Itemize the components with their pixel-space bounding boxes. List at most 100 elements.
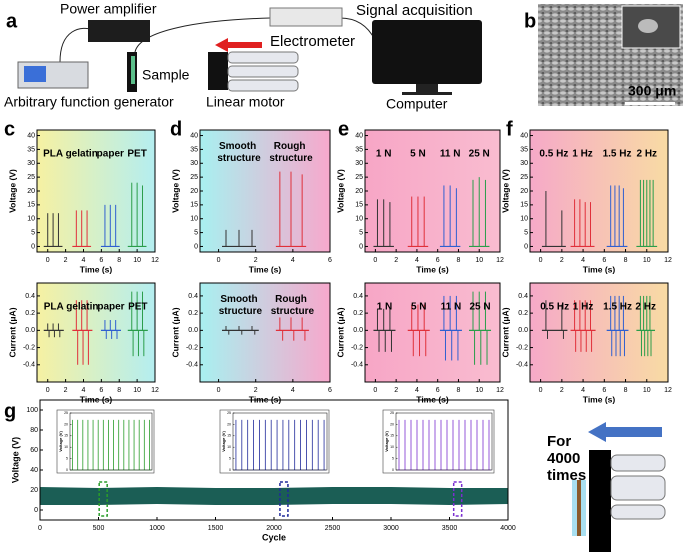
x-tick-label: 8 xyxy=(457,387,461,394)
x-tick-label: 0 xyxy=(46,257,50,264)
plot-background xyxy=(200,130,330,252)
y-tick-label: 100 xyxy=(26,407,38,414)
motor-rod xyxy=(227,79,299,92)
y-tick-label: 0 xyxy=(194,243,198,250)
scale-label: 300 μm xyxy=(628,83,676,99)
electrometer xyxy=(269,7,343,27)
function-generator-screen xyxy=(24,66,46,82)
y-tick-label: 20 xyxy=(520,188,528,195)
x-tick-label: 6 xyxy=(328,257,332,264)
y-tick-label: 40 xyxy=(30,467,38,474)
y-axis-label: Voltage (V) xyxy=(10,437,20,483)
x-tick-label: 6 xyxy=(99,387,103,394)
x-axis-label: Time (s) xyxy=(249,394,282,404)
y-tick-label: 5 xyxy=(194,229,198,236)
chart: 0 5 10 15 20 25 30 35 40 0 2 4 6 Time (s) Voltage (V) S… xyxy=(170,129,332,274)
x-tick-label: 0 xyxy=(373,257,377,264)
y-tick-label: 15 xyxy=(390,434,394,438)
panel-label: d xyxy=(170,118,182,140)
panel-label: g xyxy=(4,400,16,422)
x-axis-label: Time (s) xyxy=(416,394,449,404)
y-tick-label: 5 xyxy=(31,229,35,236)
text-line: Rough xyxy=(275,294,309,305)
series-annotation: Smooth structure xyxy=(219,294,263,317)
x-tick-label: 2 xyxy=(394,387,398,394)
x-tick-label: 0 xyxy=(539,387,543,394)
sem-inset-feature xyxy=(638,19,658,33)
y-tick-label: 10 xyxy=(64,445,68,449)
x-tick-label: 4 xyxy=(581,257,585,264)
y-tick-label: 30 xyxy=(520,160,528,167)
label: Signal acquisition xyxy=(356,2,473,19)
x-tick-label: 12 xyxy=(664,387,672,394)
signal-band xyxy=(40,487,508,505)
x-tick-label: 8 xyxy=(624,257,628,264)
cable xyxy=(134,17,271,53)
plot-frame xyxy=(364,129,501,253)
y-tick-label: 20 xyxy=(27,188,35,195)
x-tick-label: 4 xyxy=(291,387,295,394)
x-tick-label: 1000 xyxy=(149,525,165,532)
x-tick-label: 0 xyxy=(46,387,50,394)
x-tick-label: 4 xyxy=(291,257,295,264)
y-tick-label: 0.0 xyxy=(518,327,528,334)
series-annotation: 25 N xyxy=(469,149,490,160)
y-tick-label: 5 xyxy=(524,229,528,236)
motor-block xyxy=(589,450,611,552)
y-tick-label: 0.4 xyxy=(25,293,35,300)
monitor-base xyxy=(402,92,452,95)
inset-chart: 0 5 10 15 20 25 Voltage (V) xyxy=(382,409,495,474)
plot-background xyxy=(200,283,330,382)
series-annotation: gelatin xyxy=(66,302,98,313)
repeat-arrow xyxy=(588,422,662,442)
x-tick-label: 0 xyxy=(373,387,377,394)
label: Electrometer xyxy=(270,33,355,50)
panel-label: f xyxy=(506,118,513,140)
y-tick-label: 5 xyxy=(66,457,68,461)
y-tick-label: 15 xyxy=(355,202,363,209)
y-tick-label: 25 xyxy=(190,174,198,181)
text-line: 4000 xyxy=(547,450,585,467)
y-tick-label: 80 xyxy=(30,427,38,434)
y-tick-label: 35 xyxy=(520,146,528,153)
y-tick-label: 0 xyxy=(359,243,363,250)
y-tick-label: 10 xyxy=(390,445,394,449)
text-line: Rough xyxy=(274,141,308,152)
inset-background xyxy=(219,409,330,474)
series-annotation: 2 Hz xyxy=(636,149,657,160)
y-tick-label: 25 xyxy=(390,411,394,415)
panel-label: a xyxy=(6,10,18,32)
x-tick-label: 8 xyxy=(457,257,461,264)
x-tick-label: 3500 xyxy=(442,525,458,532)
plot-background xyxy=(365,130,500,252)
motor-rod xyxy=(227,65,299,78)
y-tick-label: -0.4 xyxy=(351,362,363,369)
series-annotation: 1 N xyxy=(376,149,392,160)
y-tick-label: 40 xyxy=(355,132,363,139)
inset-chart: 0 5 10 15 20 25 Voltage (V) xyxy=(56,409,155,474)
y-axis-label: Voltage (V) xyxy=(170,169,180,213)
plot-background xyxy=(530,130,668,252)
setup-diagram: a Power amplifier Signal acquisition Ele… xyxy=(4,1,482,112)
plot-frame xyxy=(232,412,328,471)
x-axis-label: Time (s) xyxy=(80,264,113,274)
y-tick-label: 0 xyxy=(524,243,528,250)
x-tick-label: 4 xyxy=(581,387,585,394)
y-tick-label: 0.4 xyxy=(518,293,528,300)
text-line: Smooth xyxy=(220,294,260,305)
x-tick-label: 0 xyxy=(217,257,221,264)
monitor xyxy=(372,20,482,84)
chart: -0.4 -0.2 0.0 0.2 0.4 0 2 4 6 8 10 12 Time (s) Curren… xyxy=(500,282,672,404)
x-tick-label: 12 xyxy=(664,257,672,264)
plot-frame xyxy=(39,399,509,521)
x-axis-label: Time (s) xyxy=(583,264,616,274)
y-tick-label: 0 xyxy=(31,243,35,250)
y-tick-label: 30 xyxy=(27,160,35,167)
y-tick-label: 25 xyxy=(520,174,528,181)
y-tick-label: 0.4 xyxy=(188,293,198,300)
highlight-box xyxy=(452,481,463,517)
y-tick-label: 5 xyxy=(392,457,394,461)
caption: For 4000 times xyxy=(547,433,586,484)
plot-frame xyxy=(529,129,669,253)
